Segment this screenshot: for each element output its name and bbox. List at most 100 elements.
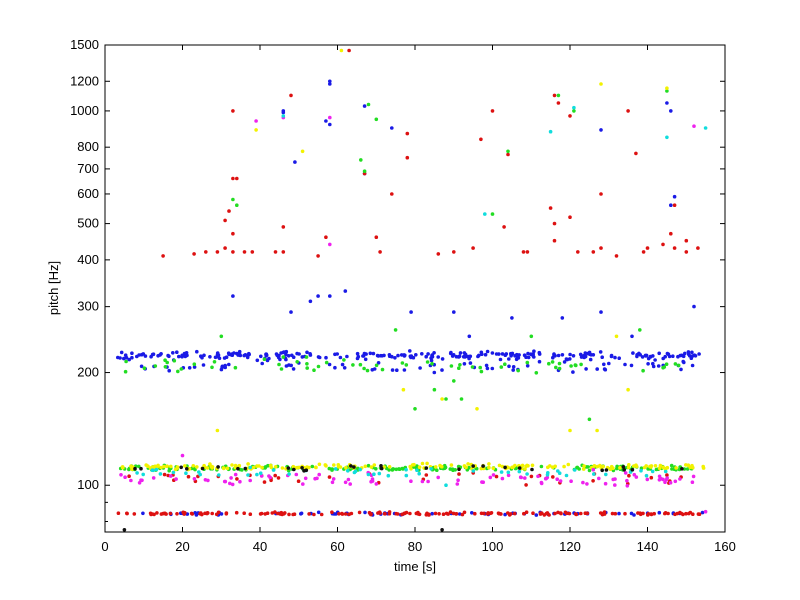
data-point bbox=[374, 467, 378, 471]
data-point bbox=[271, 468, 276, 472]
data-point bbox=[451, 511, 456, 516]
data-point bbox=[429, 467, 433, 471]
data-point bbox=[289, 363, 294, 368]
data-point bbox=[488, 511, 493, 516]
data-point bbox=[557, 366, 562, 371]
data-point bbox=[352, 465, 356, 469]
data-point bbox=[135, 471, 139, 475]
data-point bbox=[481, 464, 485, 468]
data-point bbox=[550, 465, 555, 470]
data-point bbox=[430, 355, 435, 359]
data-point bbox=[506, 511, 510, 515]
data-point bbox=[503, 512, 507, 517]
data-point bbox=[524, 483, 528, 487]
y-tick-label: 1200 bbox=[70, 73, 99, 88]
data-point bbox=[521, 250, 526, 254]
data-point bbox=[653, 358, 657, 362]
data-point bbox=[161, 254, 165, 258]
data-point bbox=[332, 463, 336, 467]
data-point bbox=[223, 218, 227, 223]
data-point bbox=[150, 352, 155, 357]
data-point bbox=[231, 231, 235, 236]
data-point bbox=[564, 357, 569, 361]
data-point bbox=[703, 509, 708, 514]
data-point bbox=[331, 477, 336, 481]
data-point bbox=[301, 482, 305, 486]
data-point bbox=[582, 464, 586, 468]
data-point bbox=[669, 231, 673, 236]
data-point bbox=[451, 468, 455, 473]
data-point bbox=[411, 355, 416, 360]
data-point bbox=[184, 471, 188, 476]
data-point bbox=[365, 368, 370, 373]
data-point bbox=[195, 465, 199, 469]
data-point bbox=[432, 370, 437, 375]
data-point bbox=[144, 463, 148, 467]
data-point bbox=[400, 361, 405, 365]
data-point bbox=[674, 466, 678, 470]
data-point bbox=[304, 468, 309, 473]
data-point bbox=[531, 354, 535, 358]
x-tick-label: 20 bbox=[175, 539, 189, 554]
data-point bbox=[375, 353, 380, 358]
data-point bbox=[324, 355, 328, 360]
data-point bbox=[449, 364, 454, 368]
data-point bbox=[281, 110, 286, 115]
data-point bbox=[414, 353, 418, 357]
data-point bbox=[303, 476, 308, 481]
data-point bbox=[175, 350, 179, 355]
data-point bbox=[526, 355, 531, 360]
data-point bbox=[343, 480, 348, 485]
data-point bbox=[163, 365, 168, 369]
data-point bbox=[656, 364, 661, 368]
data-point bbox=[133, 466, 137, 471]
data-point bbox=[462, 362, 467, 366]
data-point bbox=[600, 468, 604, 473]
data-point bbox=[630, 334, 634, 339]
data-point bbox=[663, 469, 668, 474]
data-point bbox=[490, 351, 495, 355]
data-point bbox=[328, 82, 332, 86]
data-point bbox=[202, 353, 206, 358]
data-point bbox=[390, 192, 394, 196]
data-point bbox=[220, 364, 225, 369]
data-point bbox=[558, 511, 563, 515]
data-point bbox=[210, 365, 214, 370]
data-point bbox=[363, 464, 368, 469]
data-point bbox=[300, 355, 305, 359]
data-point bbox=[440, 357, 445, 361]
data-point bbox=[552, 93, 557, 98]
data-point bbox=[408, 511, 412, 516]
data-point bbox=[270, 511, 275, 515]
data-point bbox=[358, 362, 363, 367]
data-point bbox=[433, 465, 438, 469]
data-point bbox=[358, 467, 363, 472]
data-point bbox=[273, 473, 278, 478]
data-point bbox=[600, 355, 604, 360]
data-point bbox=[317, 462, 322, 467]
data-point bbox=[553, 511, 557, 516]
data-point bbox=[159, 465, 163, 470]
data-point bbox=[504, 352, 509, 356]
data-point bbox=[506, 470, 511, 475]
data-point bbox=[307, 512, 311, 516]
data-point bbox=[374, 482, 379, 486]
data-point bbox=[286, 466, 291, 470]
data-point bbox=[379, 466, 384, 471]
data-point bbox=[499, 512, 503, 516]
data-point bbox=[217, 473, 221, 477]
data-point bbox=[613, 483, 617, 487]
data-point bbox=[449, 463, 454, 467]
data-point bbox=[386, 473, 391, 478]
data-point bbox=[405, 131, 410, 136]
data-point bbox=[690, 354, 695, 358]
data-point bbox=[425, 360, 430, 364]
data-point bbox=[183, 354, 188, 359]
data-point bbox=[281, 355, 286, 359]
data-point bbox=[186, 474, 191, 479]
data-point bbox=[515, 355, 520, 360]
data-point bbox=[548, 129, 553, 134]
data-point bbox=[614, 334, 619, 339]
data-point bbox=[526, 351, 530, 356]
data-point bbox=[562, 464, 566, 469]
